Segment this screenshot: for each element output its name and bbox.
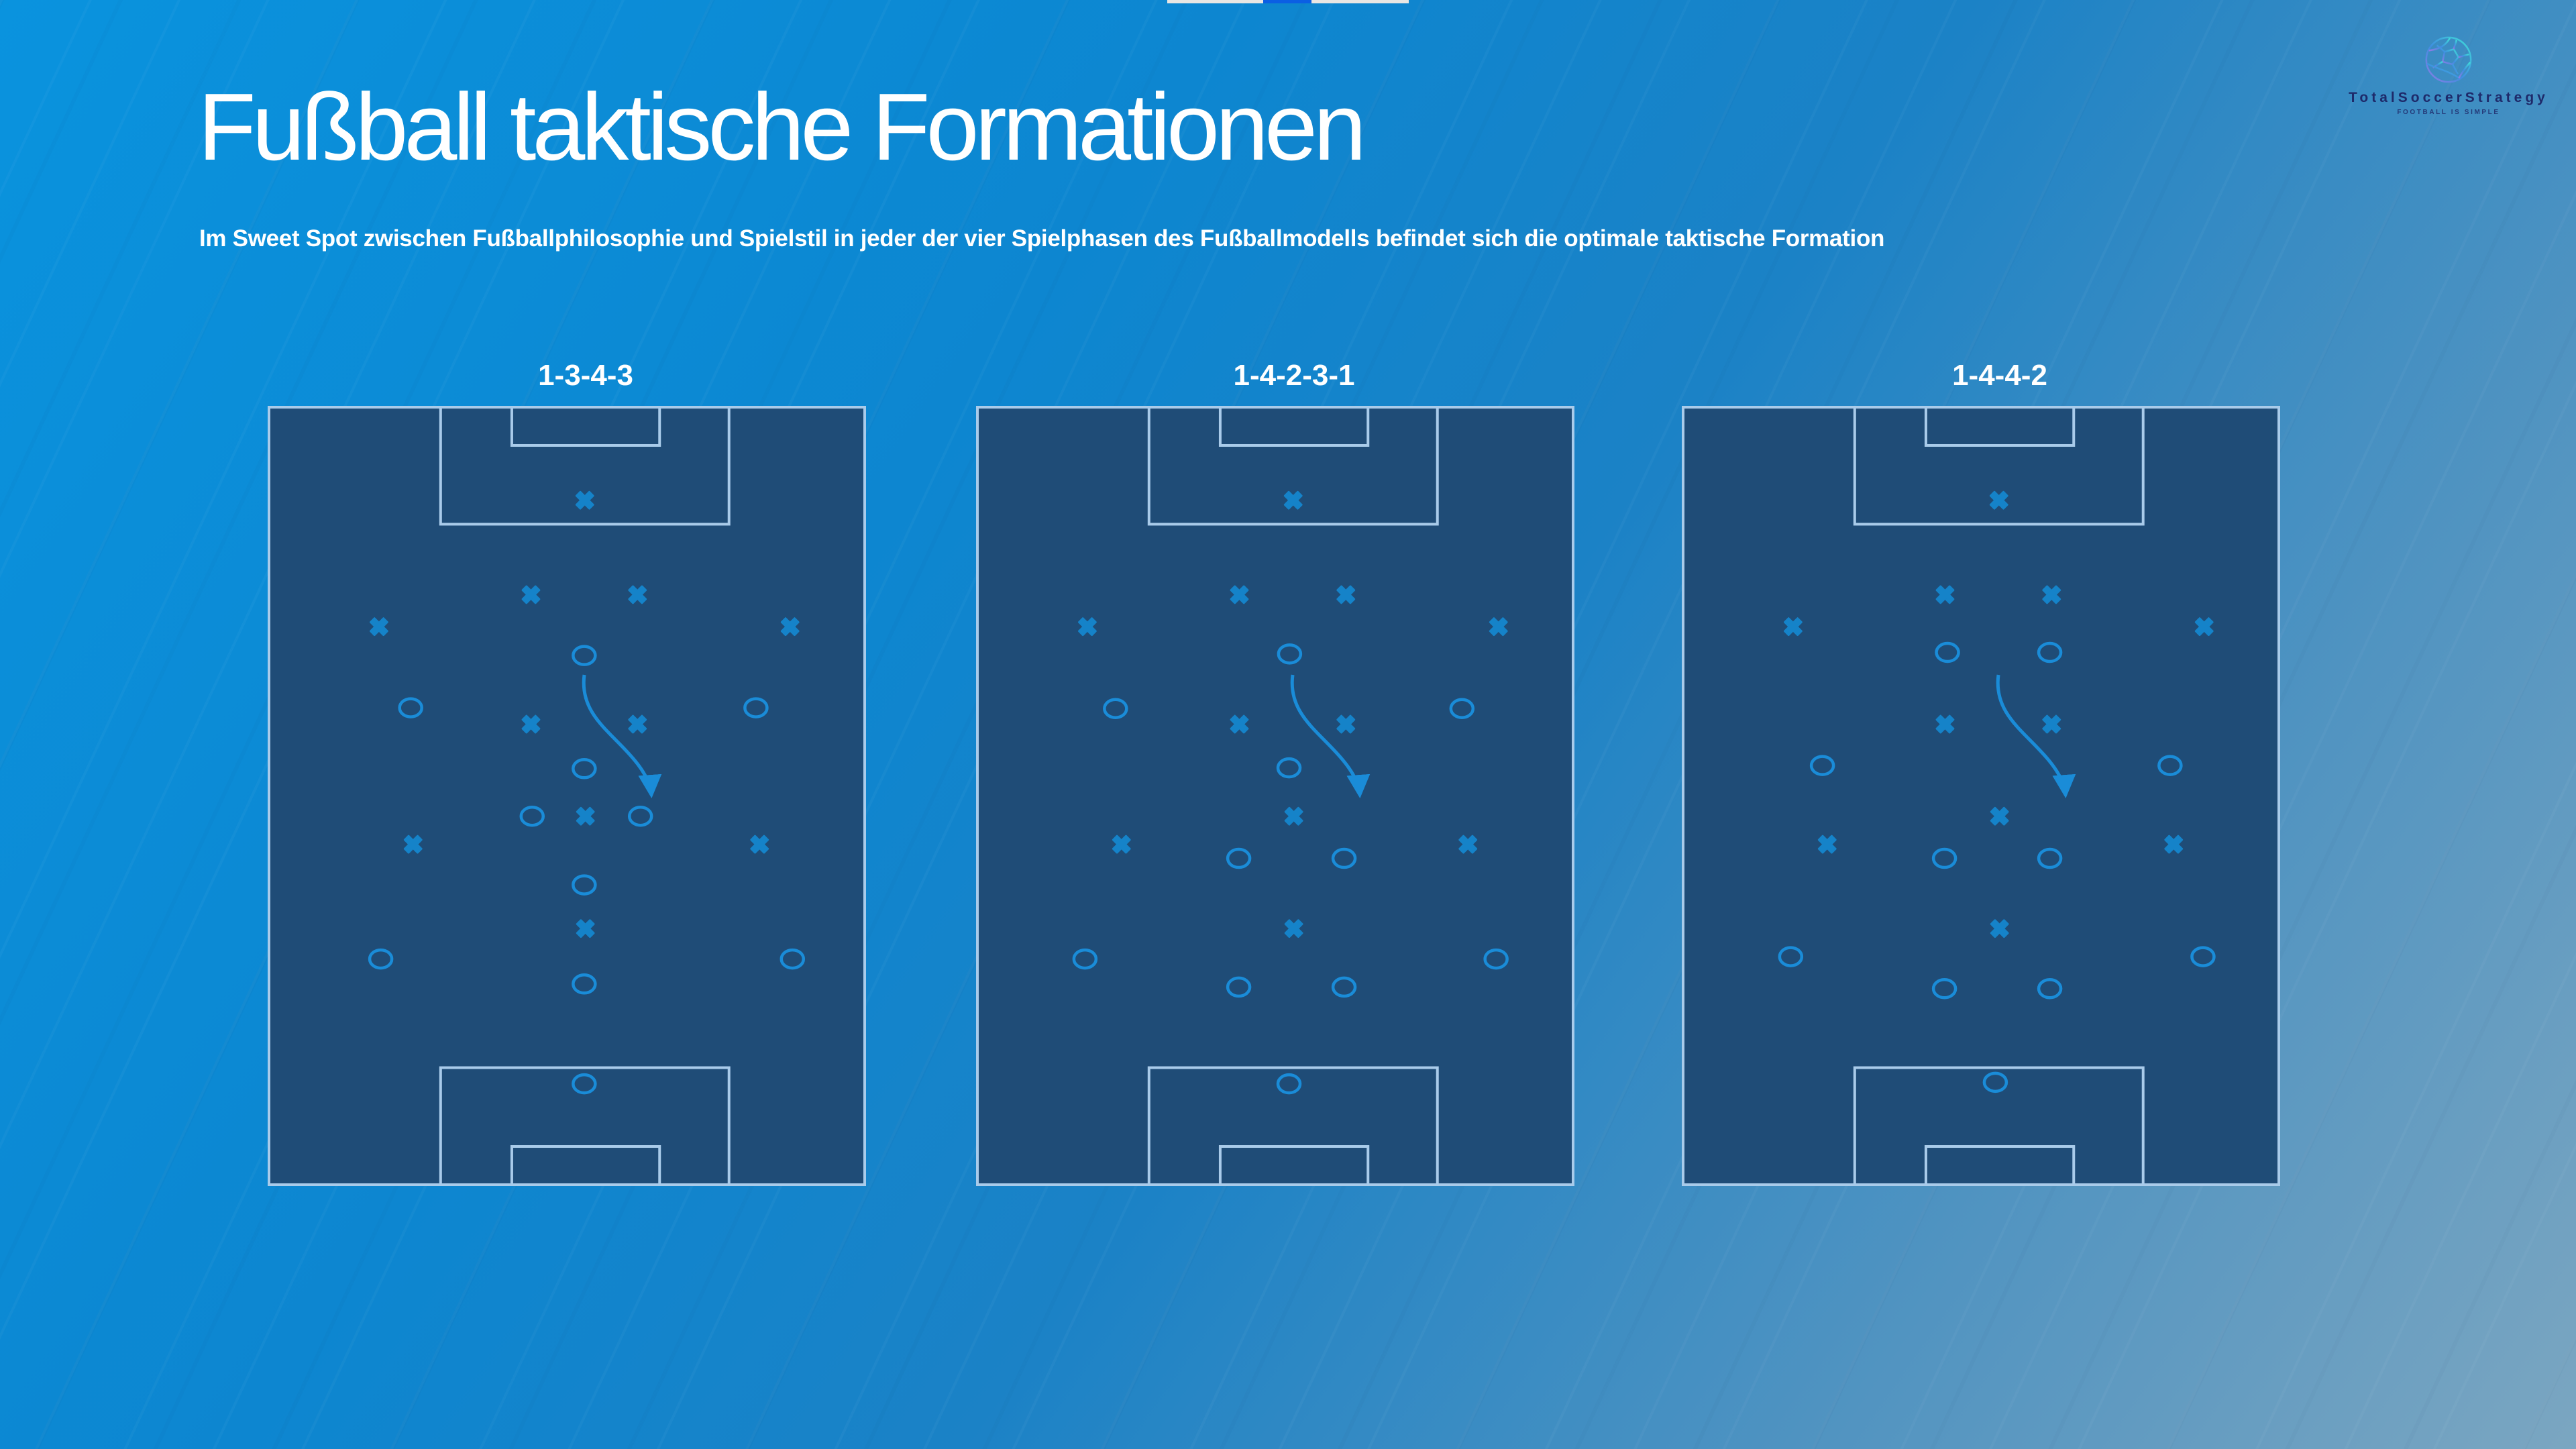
- opponent-x-marker: [1336, 714, 1356, 734]
- formation-label: 1-4-2-3-1: [1233, 359, 1355, 392]
- opponent-x-marker: [521, 714, 541, 734]
- movement-arrow: [582, 674, 662, 798]
- opponent-x-marker: [521, 585, 541, 604]
- team-o-marker: [1931, 978, 1957, 1000]
- opponent-x-marker: [1935, 714, 1955, 734]
- opponent-x-marker: [576, 806, 595, 826]
- opponent-x-marker: [1078, 617, 1097, 637]
- opponent-x-marker: [2164, 835, 2184, 854]
- brand-logo: TotalSoccerStrategy FOOTBALL IS SIMPLE: [2328, 34, 2569, 116]
- opponent-x-marker: [1784, 617, 1803, 637]
- team-o-marker: [1931, 847, 1957, 869]
- goal-area-bottom: [1218, 1145, 1370, 1186]
- opponent-x-marker: [780, 617, 800, 637]
- team-o-marker: [780, 948, 806, 970]
- team-o-marker: [627, 805, 653, 827]
- strip-segment: [1167, 0, 1263, 3]
- opponent-x-marker: [1489, 617, 1508, 637]
- team-o-marker: [1483, 948, 1509, 970]
- opponent-x-marker: [2042, 714, 2061, 734]
- team-o-marker: [1809, 755, 1835, 776]
- opponent-x-marker: [1112, 835, 1131, 854]
- formation-block-14231: 1-4-2-3-1: [976, 356, 1574, 1186]
- opponent-x-marker: [403, 835, 423, 854]
- team-o-marker: [743, 697, 769, 718]
- team-o-marker: [519, 805, 545, 827]
- team-o-marker: [572, 973, 597, 995]
- team-o-marker: [2190, 946, 2216, 967]
- opponent-x-marker: [370, 617, 388, 637]
- opponent-x-marker: [575, 490, 594, 510]
- team-o-marker: [1226, 847, 1252, 869]
- opponent-x-marker: [1990, 919, 2009, 938]
- team-o-marker: [2037, 641, 2063, 663]
- opponent-x-marker: [1336, 585, 1356, 604]
- formation-label: 1-4-4-2: [1952, 359, 2047, 392]
- opponent-x-marker: [1230, 714, 1249, 734]
- goal-area-top: [510, 406, 661, 447]
- formation-block-1343: 1-3-4-3: [268, 356, 866, 1186]
- team-o-marker: [368, 948, 394, 970]
- opponent-x-marker: [2042, 585, 2061, 604]
- team-o-marker: [572, 758, 597, 780]
- team-o-marker: [2037, 978, 2063, 1000]
- opponent-x-marker: [1283, 490, 1303, 510]
- team-o-marker: [2037, 847, 2063, 869]
- opponent-x-marker: [750, 835, 769, 854]
- team-o-marker: [1276, 757, 1302, 779]
- brand-name: TotalSoccerStrategy: [2349, 90, 2548, 105]
- pitch-boundary: [1682, 406, 2280, 1186]
- team-o-marker: [2157, 755, 2183, 776]
- team-o-marker: [1449, 698, 1475, 719]
- goal-area-top: [1218, 406, 1370, 447]
- goal-area-top: [1924, 406, 2076, 447]
- movement-arrow: [1996, 674, 2076, 798]
- team-o-marker: [1331, 976, 1357, 998]
- strip-segment: [1263, 0, 1311, 3]
- opponent-x-marker: [1230, 585, 1249, 604]
- opponent-x-marker: [628, 585, 647, 604]
- movement-arrow: [1290, 674, 1371, 798]
- opponent-x-marker: [628, 714, 647, 734]
- team-o-marker: [572, 874, 597, 896]
- opponent-x-marker: [1284, 919, 1303, 938]
- team-o-marker: [1982, 1071, 2008, 1093]
- team-o-marker: [1276, 1073, 1302, 1095]
- team-o-marker: [1226, 976, 1252, 998]
- team-o-marker: [1072, 948, 1098, 970]
- team-o-marker: [1331, 847, 1357, 869]
- team-o-marker: [572, 645, 597, 666]
- formation-block-1442: 1-4-4-2: [1682, 356, 2280, 1186]
- page-title: Fußball taktische Formationen: [198, 74, 1366, 180]
- team-o-marker: [398, 697, 423, 718]
- pitch-boundary: [268, 406, 866, 1186]
- page-subtitle: Im Sweet Spot zwischen Fußballphilosophi…: [199, 225, 1885, 252]
- opponent-x-marker: [1990, 806, 2009, 826]
- pitch-diagram-14231: [976, 406, 1574, 1186]
- opponent-x-marker: [2194, 617, 2214, 637]
- team-o-marker: [572, 1073, 597, 1095]
- soccer-ball-icon: [2425, 36, 2472, 83]
- pitch-boundary: [976, 406, 1574, 1186]
- pitch-diagram-1442: [1682, 406, 2280, 1186]
- team-o-marker: [1778, 946, 1804, 967]
- opponent-x-marker: [1284, 806, 1303, 826]
- opponent-x-marker: [576, 919, 595, 938]
- opponent-x-marker: [1989, 490, 2008, 510]
- goal-area-bottom: [1924, 1145, 2076, 1186]
- goal-area-bottom: [510, 1145, 661, 1186]
- brand-tagline: FOOTBALL IS SIMPLE: [2397, 109, 2500, 116]
- team-o-marker: [1103, 698, 1128, 719]
- opponent-x-marker: [1458, 835, 1478, 854]
- team-o-marker: [1277, 643, 1303, 665]
- team-o-marker: [1935, 641, 1960, 663]
- formation-label: 1-3-4-3: [538, 359, 633, 392]
- opponent-x-marker: [1817, 835, 1837, 854]
- opponent-x-marker: [1935, 585, 1955, 604]
- strip-segment: [1311, 0, 1409, 3]
- browser-edge-strip: [1167, 0, 1409, 3]
- pitch-diagram-1343: [268, 406, 866, 1186]
